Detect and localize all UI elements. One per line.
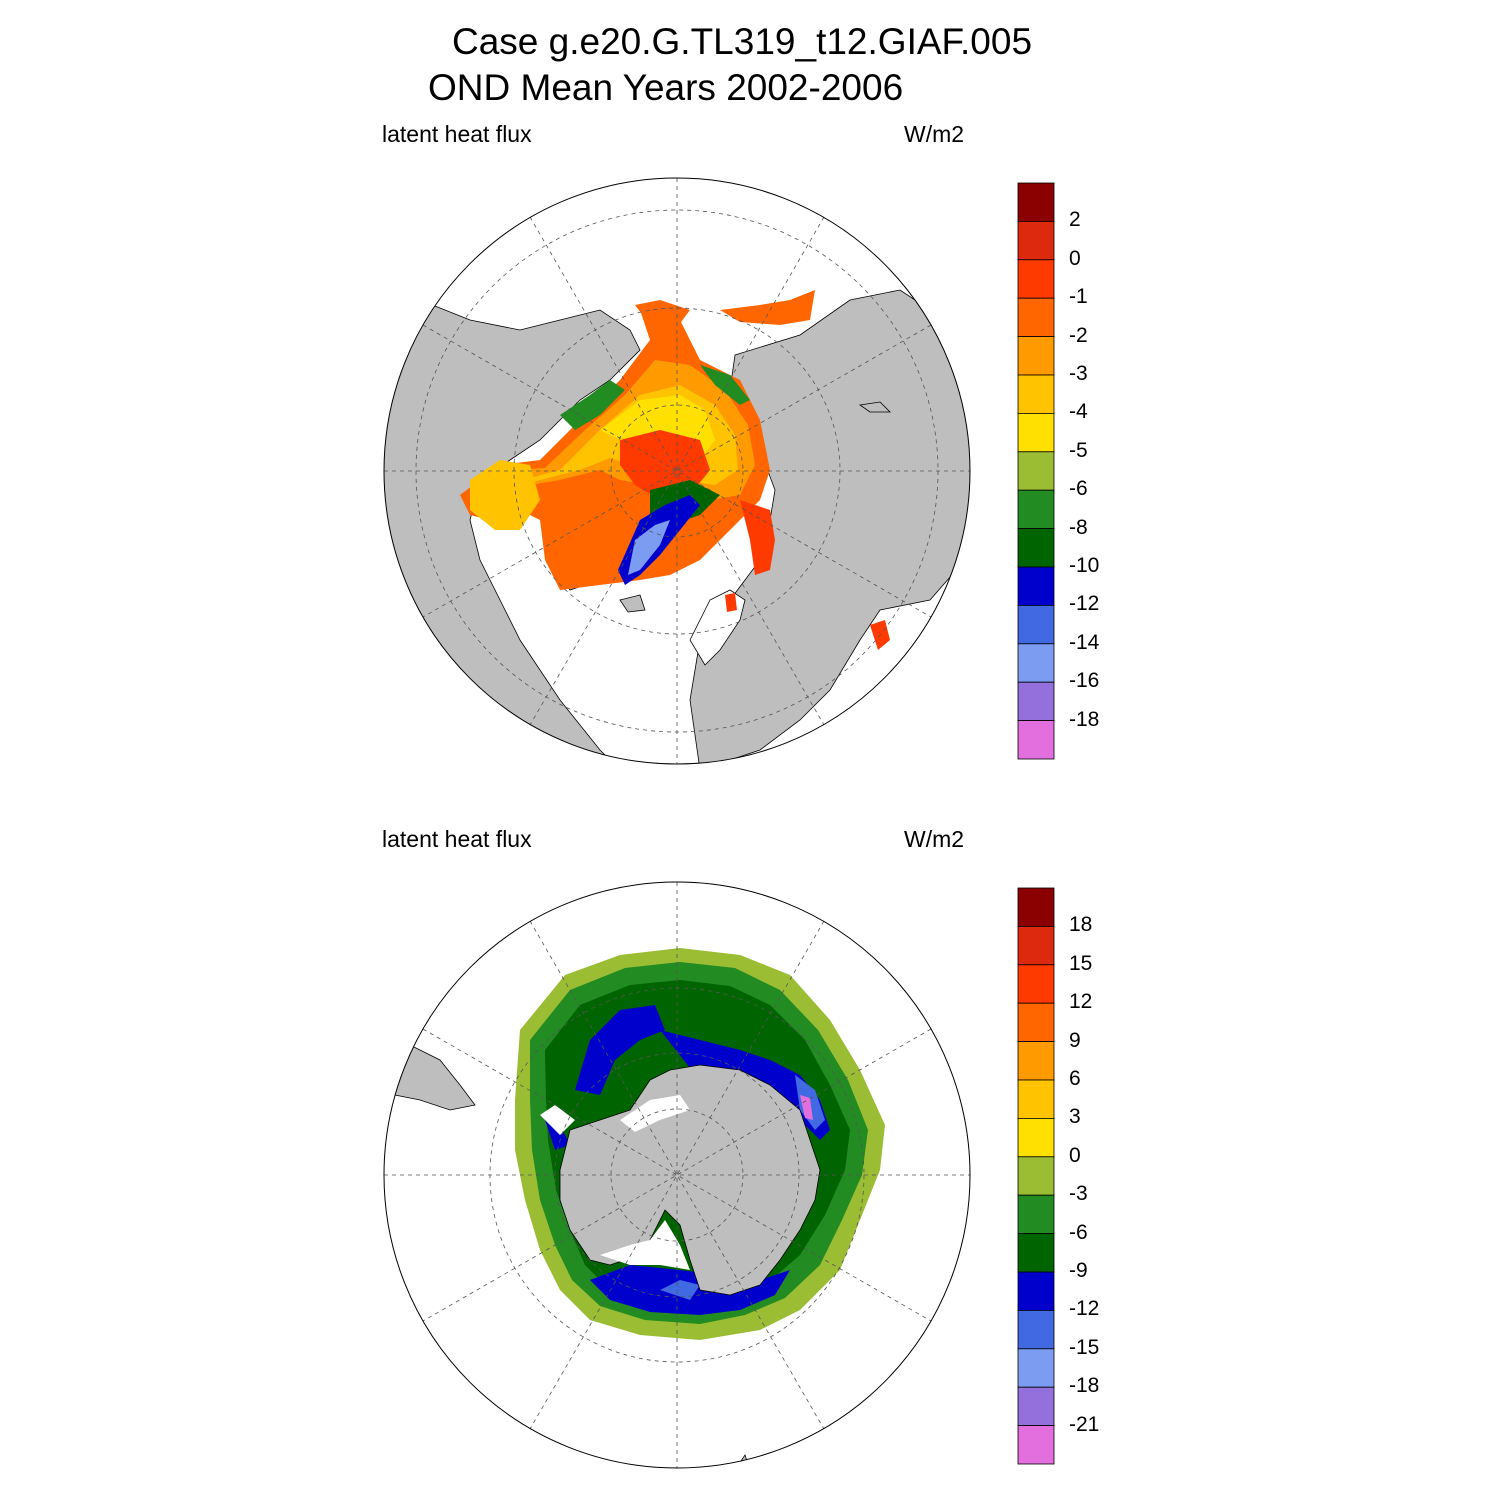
- colorbar-box: [1017, 1233, 1055, 1273]
- colorbar-tick-label: -3: [1069, 1182, 1088, 1206]
- colorbar-box: [1017, 1194, 1055, 1235]
- colorbar-tick-label: -9: [1069, 1259, 1088, 1282]
- colorbar-tick-label: -12: [1069, 1297, 1100, 1321]
- colorbar-box: [1017, 412, 1055, 453]
- antarctic-colorbar: [1017, 887, 1055, 1465]
- colorbar-tick-label: 3: [1069, 1105, 1081, 1129]
- antarctic-polar-map: [383, 881, 971, 1469]
- arctic-colorbar: [1017, 182, 1055, 760]
- colorbar-tick-label: -21: [1069, 1412, 1100, 1436]
- units-label: W/m2: [904, 826, 965, 852]
- colorbar-tick-label: -8: [1069, 515, 1088, 539]
- colorbar-tick-label: -2: [1069, 323, 1088, 347]
- units-label: W/m2: [904, 121, 965, 147]
- colorbar-tick-label: -5: [1069, 438, 1088, 462]
- colorbar-tick-label: 9: [1069, 1028, 1081, 1052]
- colorbar-tick-label: 12: [1069, 990, 1093, 1014]
- colorbar-box: [1017, 374, 1055, 414]
- colorbar-tick-label: -10: [1069, 554, 1100, 577]
- colorbar-box: [1017, 566, 1055, 606]
- colorbar-box: [1017, 926, 1055, 966]
- colorbar-box: [1017, 1425, 1055, 1465]
- colorbar-box: [1017, 964, 1055, 1004]
- colorbar-tick-label: -18: [1069, 1374, 1100, 1398]
- colorbar-tick-label: -6: [1069, 1220, 1088, 1244]
- colorbar-tick-label: -18: [1069, 707, 1100, 731]
- antarctic-map-border: [383, 881, 971, 1469]
- colorbar-tick-label: -3: [1069, 362, 1088, 385]
- colorbar-tick-label: 2: [1069, 208, 1081, 232]
- colorbar-tick-label: -1: [1069, 285, 1088, 309]
- colorbar-box: [1017, 1002, 1055, 1042]
- antarctic-graticule: [384, 882, 970, 1468]
- colorbar-tick-label: 0: [1069, 1143, 1081, 1167]
- colorbar-box: [1017, 887, 1055, 927]
- colorbar-box: [1017, 681, 1055, 722]
- colorbar-box: [1017, 1348, 1055, 1388]
- colorbar-box: [1017, 1309, 1055, 1350]
- colorbar-tick-label: -15: [1069, 1335, 1100, 1359]
- colorbar-tick-label: -12: [1069, 592, 1100, 616]
- figure-title-line-1: Case g.e20.G.TL319_t12.GIAF.005: [452, 21, 1033, 62]
- colorbar-box: [1017, 1041, 1055, 1081]
- colorbar-tick-label: -6: [1069, 477, 1088, 501]
- colorbar-box: [1017, 451, 1055, 491]
- colorbar-tick-label: -4: [1069, 400, 1088, 424]
- arctic-map-border: [383, 177, 971, 765]
- variable-label: latent heat flux: [382, 121, 532, 147]
- colorbar-box: [1017, 1386, 1055, 1427]
- colorbar-tick-label: -14: [1069, 630, 1100, 654]
- colorbar-tick-label: -16: [1069, 669, 1100, 693]
- figure-title-line-2: OND Mean Years 2002-2006: [428, 67, 904, 108]
- colorbar-box: [1017, 643, 1055, 683]
- colorbar-box: [1017, 1117, 1055, 1158]
- colorbar-tick-label: 6: [1069, 1067, 1081, 1090]
- colorbar-box: [1017, 528, 1055, 568]
- colorbar-box: [1017, 336, 1055, 376]
- colorbar-box: [1017, 182, 1055, 222]
- colorbar-box: [1017, 259, 1055, 299]
- colorbar-box: [1017, 489, 1055, 530]
- colorbar-box: [1017, 221, 1055, 261]
- colorbar-box: [1017, 297, 1055, 337]
- variable-label: latent heat flux: [382, 826, 532, 852]
- colorbar-box: [1017, 720, 1055, 760]
- colorbar-tick-label: 15: [1069, 951, 1093, 975]
- colorbar-box: [1017, 1079, 1055, 1119]
- colorbar-tick-label: 18: [1069, 913, 1093, 937]
- colorbar-box: [1017, 1271, 1055, 1311]
- colorbar-box: [1017, 604, 1055, 645]
- colorbar-tick-label: 0: [1069, 246, 1081, 270]
- arctic-graticule: [384, 178, 970, 764]
- colorbar-box: [1017, 1156, 1055, 1196]
- arctic-polar-map: [383, 177, 971, 765]
